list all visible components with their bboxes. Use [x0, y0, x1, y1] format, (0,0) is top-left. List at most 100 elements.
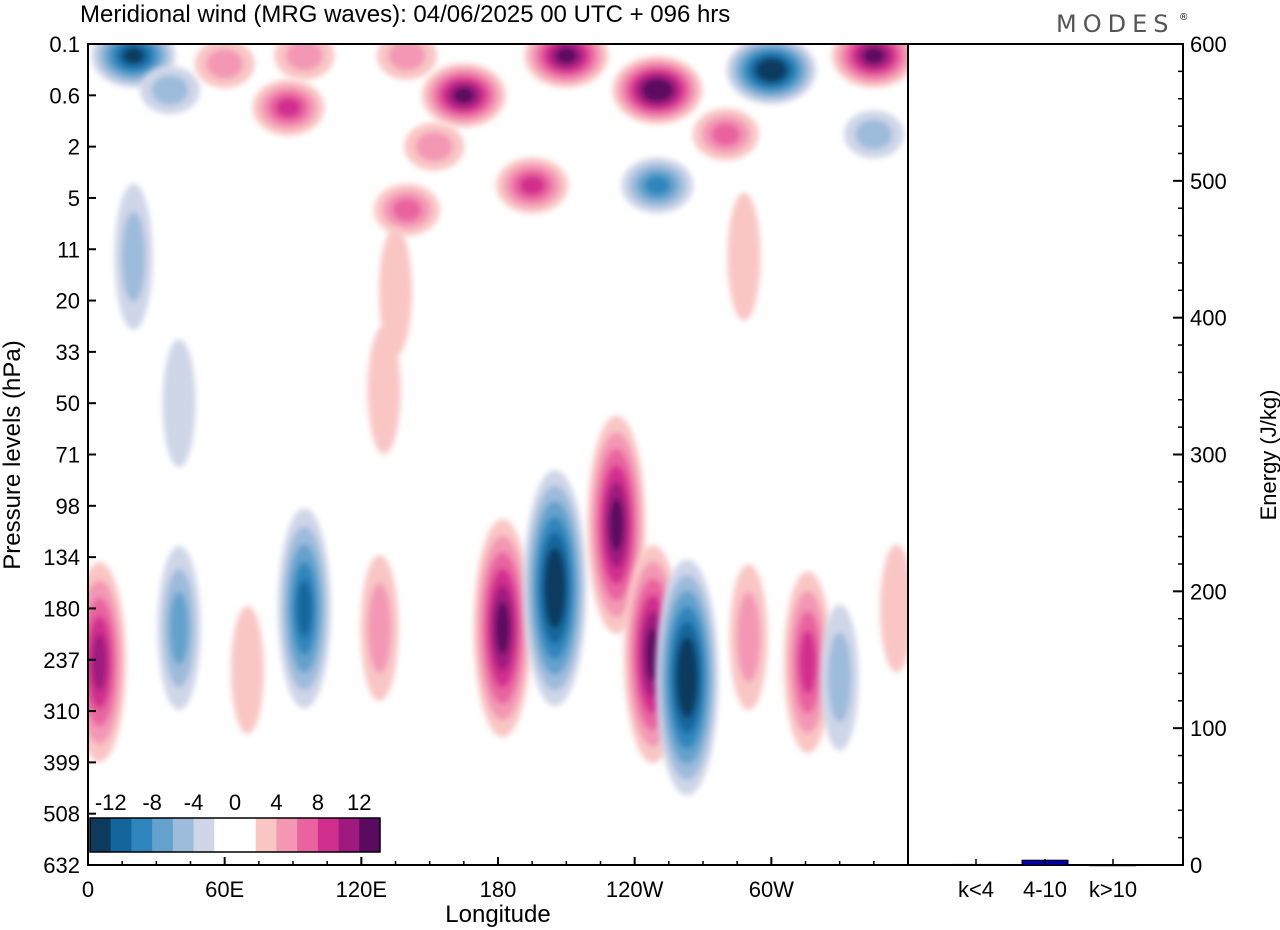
contour-level	[495, 601, 510, 655]
y-tick-label: 632	[43, 853, 80, 878]
contour-level	[855, 119, 893, 150]
colorbar-tick-label: 0	[229, 790, 241, 815]
colorbar-tick-label: 4	[270, 790, 282, 815]
chart-title: Meridional wind (MRG waves): 04/06/2025 …	[80, 1, 730, 28]
colorbar-tick-label: -4	[184, 790, 204, 815]
contour-feature	[157, 546, 201, 711]
contour-level	[761, 63, 781, 78]
contour-feature	[727, 192, 761, 321]
contour-level	[799, 630, 817, 694]
energy-tick-label: 300	[1190, 443, 1227, 468]
contour-level	[680, 652, 694, 703]
contour-level	[644, 175, 670, 196]
energy-tick-label: 200	[1190, 579, 1227, 604]
energy-tick-label: 100	[1190, 716, 1227, 741]
contour-feature	[843, 110, 904, 159]
colorbar-border	[89, 817, 381, 853]
y-tick-label: 310	[43, 699, 80, 724]
colorbar: -12 -8 -4 0 4 8 12	[89, 790, 381, 853]
contour-feature	[655, 559, 719, 796]
registered-mark: ®	[1180, 12, 1188, 23]
contour-level	[206, 49, 244, 79]
contour-level	[392, 198, 422, 222]
contour-feature	[230, 605, 264, 734]
contour-level	[388, 44, 426, 71]
contour-level	[169, 591, 189, 665]
contour-level	[453, 87, 475, 104]
contour-feature	[524, 44, 609, 88]
energy-axis: 0 100 200 300 400 500 600 k<4 4-10 k>10	[958, 32, 1227, 902]
y-tick-label: 71	[56, 443, 80, 468]
x-axis-label: Longitude	[445, 901, 550, 928]
contour-feature	[277, 508, 331, 709]
contour-level	[647, 82, 667, 98]
energy-tick-label: 500	[1190, 169, 1227, 194]
colorbar-swatch	[235, 818, 257, 852]
contour-feature	[114, 183, 153, 330]
contour-feature	[587, 415, 646, 634]
y-tick-label: 0.1	[49, 32, 80, 57]
x-tick-label: 180	[480, 877, 517, 902]
y-tick-label: 50	[56, 391, 80, 416]
colorbar-swatch	[359, 818, 381, 852]
energy-panel-frame	[907, 43, 1184, 866]
contour-feature	[194, 44, 255, 88]
contour-feature	[367, 326, 401, 455]
colorbar-swatch	[276, 818, 298, 852]
contour-level	[367, 326, 401, 455]
colorbar-tick-label: 12	[347, 790, 371, 815]
contour-level	[123, 47, 144, 64]
contour-feature	[360, 555, 399, 702]
contour-level	[711, 122, 741, 146]
contour-feature	[140, 66, 200, 115]
colorbar-swatch	[90, 818, 112, 852]
longitude-axis: 0 60E 120E 180 120W 60W	[82, 857, 875, 902]
contour-feature	[820, 604, 859, 751]
contour-feature	[404, 122, 465, 171]
y-tick-label: 399	[43, 750, 80, 775]
contour-level	[880, 544, 908, 673]
contour-feature	[729, 564, 768, 711]
energy-axis-label: Energy (J/kg)	[1256, 390, 1280, 521]
contour-level	[609, 498, 624, 552]
colorbar-swatch	[214, 818, 236, 852]
y-tick-label: 11	[57, 237, 80, 262]
energy-tick-label: 0	[1190, 853, 1202, 878]
colorbar-swatch	[110, 818, 132, 852]
contour-feature	[612, 56, 703, 125]
y-tick-label: 134	[43, 545, 80, 570]
contour-feature	[421, 63, 506, 128]
contour-level	[367, 583, 392, 674]
contour-level	[548, 563, 562, 613]
contour-level	[736, 592, 761, 683]
energy-category-label: k>10	[1089, 877, 1137, 902]
y-tick-label: 0.6	[49, 83, 80, 108]
energy-tick-label: 600	[1190, 32, 1227, 57]
contour-feature	[252, 79, 325, 136]
contour-feature	[376, 44, 437, 80]
contour-level	[151, 75, 189, 105]
colorbar-swatch	[172, 818, 195, 852]
contour-level	[230, 605, 264, 734]
y-tick-label: 20	[56, 289, 80, 314]
y-axis-label: Pressure levels (hPa)	[0, 340, 26, 569]
colorbar-swatch	[338, 818, 360, 852]
contour-feature	[496, 157, 569, 214]
contour-level	[827, 632, 852, 723]
colorbar-swatch	[152, 818, 174, 852]
contour-level	[121, 211, 146, 302]
x-tick-label: 0	[82, 877, 94, 902]
contour-feature	[726, 44, 817, 105]
contour-level	[285, 44, 323, 71]
contour-level	[296, 579, 312, 638]
contour-feature	[379, 227, 412, 356]
contour-level	[91, 633, 107, 691]
colorbar-swatch	[297, 818, 319, 852]
contour-feature	[473, 519, 532, 738]
y-tick-label: 2	[68, 135, 80, 160]
contour-level	[556, 47, 577, 64]
wind-contour-field	[88, 44, 908, 796]
contour-feature	[621, 157, 694, 214]
contour-feature	[692, 108, 759, 161]
